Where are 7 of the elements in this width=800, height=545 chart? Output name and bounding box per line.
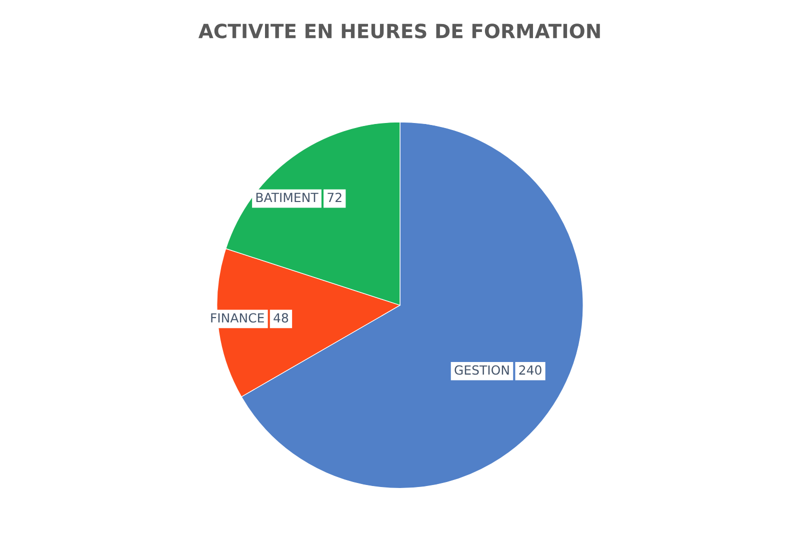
slice-label: FINANCE bbox=[211, 313, 264, 323]
chart-title: ACTIVITE EN HEURES DE FORMATION bbox=[198, 24, 600, 38]
slice-label: BATIMENT bbox=[256, 192, 318, 202]
data-label: 240 bbox=[519, 365, 542, 375]
data-label: 72 bbox=[328, 192, 342, 202]
slice-label: GESTION bbox=[454, 365, 509, 375]
data-label: 48 bbox=[274, 313, 288, 323]
